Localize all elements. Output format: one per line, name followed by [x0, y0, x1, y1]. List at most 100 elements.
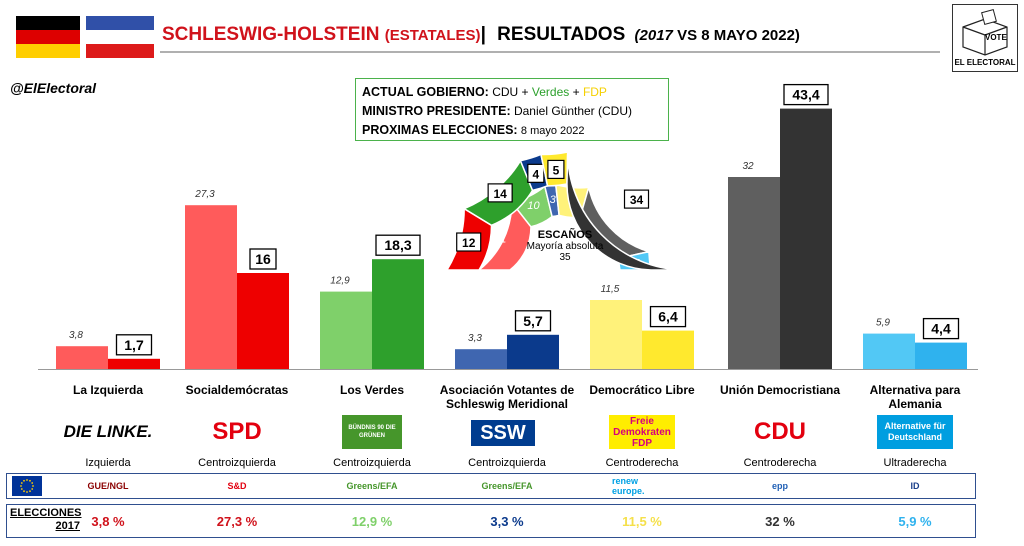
title-vs: VS	[677, 27, 698, 44]
eu-group-logo: epp	[771, 481, 788, 491]
hemicycle-majority: 35	[559, 252, 571, 263]
data-label-2022: 5,7	[523, 313, 543, 329]
party-name: Socialdemócratas	[185, 383, 289, 397]
data-label-2017: 5,9	[876, 318, 890, 329]
party-logo: Freie Demokraten FDP	[609, 415, 675, 449]
title-date: 8 MAYO 2022)	[701, 27, 800, 44]
eu-group-logo: Greens/EFA	[346, 481, 398, 491]
result-2017: 3,8 %	[91, 514, 125, 529]
hemicycle-subtitle: Mayoría absoluta	[526, 241, 604, 252]
data-label-2022-box	[783, 83, 829, 106]
government-box: ACTUAL GOBIERNO: CDU + Verdes + FDP MINI…	[355, 78, 669, 141]
bar-2017	[320, 291, 372, 369]
eu-star	[23, 479, 25, 482]
seat-count-box	[456, 232, 482, 252]
eu-star	[20, 482, 23, 484]
eu-groups-band	[6, 473, 976, 499]
bar-2017	[590, 300, 642, 369]
eu-group-logo: renew europe.	[612, 476, 645, 496]
minister-label: MINISTRO PRESIDENTE:	[362, 104, 511, 118]
data-label-2022: 1,7	[124, 337, 144, 353]
eu-star	[32, 485, 34, 487]
data-label-2022: 18,3	[384, 237, 411, 253]
bar-2017	[185, 205, 237, 369]
bar-2017	[728, 177, 780, 369]
elections-2017-band	[6, 504, 976, 538]
seat-count-box	[623, 189, 650, 209]
bar-2022	[780, 108, 832, 369]
seat-count-2022: 14	[493, 187, 507, 201]
gov-party-verdes: Verdes	[531, 85, 570, 99]
seat-count-box	[547, 159, 565, 180]
bar-2022	[237, 273, 289, 369]
el-electoral-logo: VOTE EL ELECTORAL	[952, 4, 1018, 72]
bar-2017	[863, 333, 915, 369]
seat-count-2022: 4	[532, 167, 539, 181]
x-axis	[38, 369, 978, 370]
bar-2022	[108, 358, 160, 369]
eu-star	[23, 490, 25, 493]
bar-2022	[507, 334, 559, 369]
bar-2022	[915, 342, 967, 369]
party-name: Alternativa para Alemania	[869, 383, 961, 411]
eu-star	[26, 479, 28, 481]
elections-label-line1: ELECCIONES	[10, 507, 82, 519]
party-logo: SSW	[471, 420, 535, 446]
bar-2022	[372, 259, 424, 369]
party-name: Los Verdes	[339, 383, 405, 397]
minister-value: Daniel Günther (CDU)	[513, 104, 633, 118]
title-sub: (ESTATALES)	[384, 27, 481, 44]
party-name: Asociación Votantes de Schleswig Meridio…	[439, 383, 575, 411]
party-logo: CDU	[754, 418, 806, 445]
elections-2017-label: ELECCIONES 2017	[10, 507, 82, 533]
gov-party-cdu: CDU	[492, 85, 519, 99]
party-name: Unión Democristiana	[719, 383, 841, 397]
title-separator: |	[480, 24, 486, 45]
gov-party-fdp: FDP	[582, 85, 607, 99]
eu-star	[31, 482, 34, 484]
party-logo: SPD	[212, 418, 262, 445]
seat-count-2017: 10	[527, 200, 540, 212]
page-title: SCHLESWIG-HOLSTEIN (ESTATALES)| RESULTAD…	[162, 24, 800, 46]
party-ideology: Ultraderecha	[883, 457, 947, 469]
party-name: La Izquierda	[72, 383, 143, 397]
result-2017: 5,9 %	[898, 514, 932, 529]
eu-group-logo: Greens/EFA	[481, 481, 533, 491]
hemicycle-center: ESCAÑOS Mayoría absoluta 35	[515, 229, 615, 263]
seat-count-2017: 25	[610, 216, 624, 228]
party-ideology: Centroderecha	[743, 457, 817, 469]
data-label-2017: 3,3	[468, 333, 482, 344]
eu-star	[29, 479, 31, 482]
data-label-2017: 11,5	[601, 284, 620, 295]
eu-star	[29, 490, 31, 493]
logo-vote-text: VOTE	[985, 33, 1007, 42]
next-label: PROXIMAS ELECCIONES:	[362, 123, 518, 137]
party-logo: Alternative für Deutschland	[877, 415, 953, 449]
party-ideology: Izquierda	[85, 457, 131, 469]
data-label-2017: 27,3	[194, 189, 215, 200]
party-ideology: Centroizquierda	[333, 457, 411, 469]
party-ideology: Centroderecha	[605, 457, 679, 469]
germany-flag-icon	[16, 16, 80, 58]
bar-2017	[56, 346, 108, 369]
data-label-2017: 12,9	[330, 276, 350, 287]
party-ideology: Centroizquierda	[468, 457, 546, 469]
result-2017: 32 %	[765, 514, 795, 529]
hemicycle-segment	[566, 152, 684, 271]
data-label-2022: 6,4	[658, 309, 678, 325]
next-value: 8 mayo 2022	[520, 125, 585, 137]
data-label-2022: 43,4	[792, 87, 819, 103]
gov-label: ACTUAL GOBIERNO:	[362, 85, 489, 99]
data-label-2022-box	[922, 317, 960, 340]
elections-label-line2: 2017	[55, 520, 80, 532]
result-2017: 3,3 %	[490, 514, 524, 529]
seat-hemicycle: 21103925512144534	[445, 151, 684, 271]
data-label-2022: 4,4	[931, 321, 951, 337]
eu-group-logo: S&D	[227, 481, 247, 491]
eu-star	[20, 488, 23, 490]
data-label-2022: 16	[255, 251, 271, 267]
seat-count-2022: 34	[630, 193, 644, 207]
data-label-2022-box	[514, 310, 552, 332]
result-2017: 11,5 %	[622, 514, 662, 529]
